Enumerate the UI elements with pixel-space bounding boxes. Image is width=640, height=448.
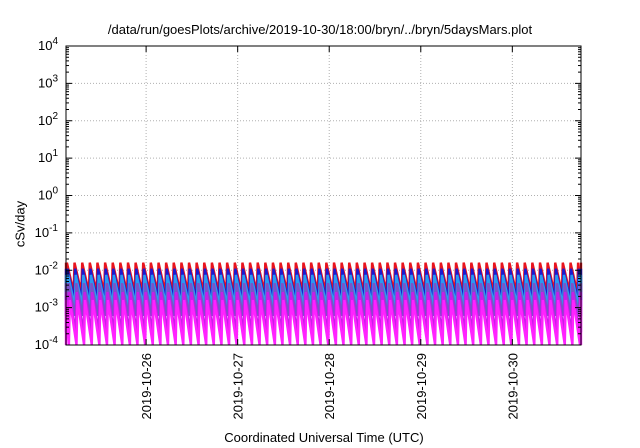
y-tick-label: 10-3 — [35, 298, 59, 315]
y-tick-label: 104 — [38, 36, 58, 53]
y-tick-label: 100 — [38, 186, 58, 203]
x-tick-labels: 2019-10-26 2019-10-27 2019-10-28 2019-10-29… — [139, 353, 520, 420]
y-tick-label: 101 — [38, 148, 58, 165]
x-tick-label: 2019-10-26 — [139, 353, 154, 420]
plot-border — [65, 45, 582, 346]
series-lines — [64, 262, 583, 346]
chart-title: /data/run/goesPlots/archive/2019-10-30/1… — [107, 22, 533, 37]
x-axis-label: Coordinated Universal Time (UTC) — [224, 430, 424, 445]
y-tick-label: 102 — [38, 111, 58, 128]
y-tick-label: 10-1 — [35, 223, 59, 240]
y-tick-label: 103 — [38, 73, 58, 90]
plot-frame — [65, 45, 582, 346]
x-tick-label: 2019-10-29 — [414, 353, 429, 420]
y-tick-labels: 104 103 102 101 100 10-1 10-2 10-3 10-4 — [35, 36, 59, 352]
x-tick-label: 2019-10-30 — [505, 353, 520, 420]
x-tick-label: 2019-10-27 — [231, 353, 246, 420]
x-tick-label: 2019-10-28 — [322, 353, 337, 420]
y-axis-label: cSv/day — [12, 200, 28, 248]
y-tick-label: 10-4 — [35, 335, 59, 352]
y-tick-label: 10-2 — [35, 260, 59, 277]
